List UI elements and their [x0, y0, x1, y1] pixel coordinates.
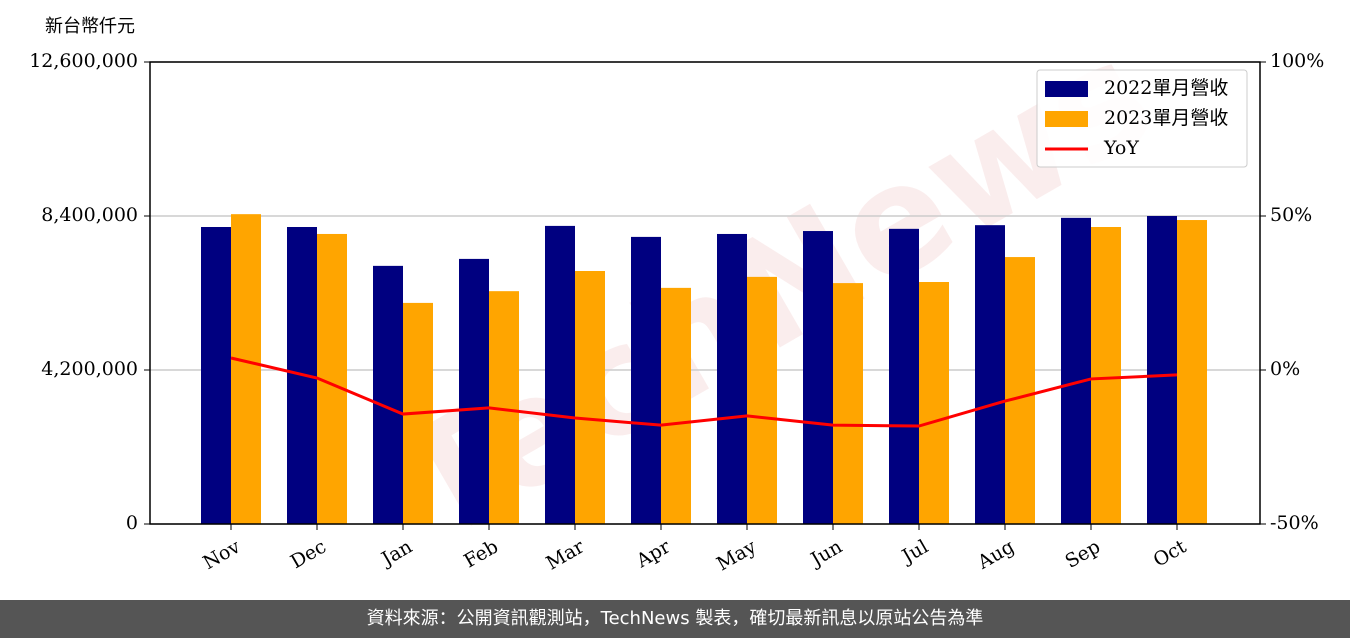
bar	[373, 265, 403, 524]
bar	[545, 225, 575, 524]
legend-box	[1036, 69, 1248, 168]
x-tick-label: Mar	[542, 535, 588, 574]
y-tick-label: 4,200,000	[41, 358, 138, 380]
bar	[1091, 227, 1121, 524]
plot-frame	[149, 61, 1261, 525]
legend: 2022單月營收 2023單月營收 YoY	[1036, 69, 1248, 168]
bar	[717, 233, 747, 524]
bar	[575, 271, 605, 524]
bar	[833, 283, 863, 524]
x-tick-label: Jul	[897, 536, 932, 569]
legend-label: YoY	[1103, 137, 1139, 159]
y-tick-label: 8,400,000	[41, 204, 138, 226]
bar	[1061, 217, 1091, 525]
y-tick-label: 12,600,000	[29, 50, 138, 72]
x-tick-label: Jun	[805, 536, 846, 572]
y2-tick-label: 50%	[1270, 204, 1312, 226]
bar	[231, 214, 261, 524]
y2-tick-label: 100%	[1270, 50, 1324, 72]
line	[230, 356, 1178, 428]
x-tick-label: Jan	[376, 536, 416, 572]
bar	[747, 276, 777, 524]
bar	[1005, 257, 1035, 524]
x-tick-label: Oct	[1150, 535, 1191, 571]
bar	[1147, 216, 1177, 524]
x-tick-label: Apr	[632, 535, 675, 572]
bar	[975, 225, 1005, 524]
y2-tick-label: -50%	[1270, 512, 1319, 534]
bar	[631, 236, 661, 524]
legend-label: 2023單月營收	[1104, 107, 1228, 129]
bar	[803, 231, 833, 525]
x-tick-label: Dec	[287, 536, 330, 574]
x-tick-label: May	[713, 535, 760, 575]
x-tick-label: Nov	[199, 535, 244, 574]
bar	[661, 287, 691, 524]
x-tick-label: Aug	[973, 536, 1018, 575]
footer: 資料來源：公開資訊觀測站，TechNews 製表，確切最新訊息以原站公告為準	[0, 600, 1350, 638]
y2-tick-label: 0%	[1270, 358, 1300, 380]
chart: TechNews 新台幣仟元 04,200,0008,400,00012,600…	[29, 7, 1324, 575]
bar	[889, 228, 919, 525]
bar	[1177, 220, 1207, 525]
legend-swatch	[1045, 81, 1088, 97]
legend-swatch	[1045, 111, 1088, 127]
y-axis-label: 新台幣仟元	[45, 16, 135, 37]
x-tick-label: Sep	[1061, 536, 1104, 573]
bar	[919, 282, 949, 524]
bar	[459, 258, 489, 524]
y-tick-label: 0	[126, 512, 138, 534]
legend-label: 2022單月營收	[1104, 77, 1228, 99]
bar	[201, 227, 231, 524]
